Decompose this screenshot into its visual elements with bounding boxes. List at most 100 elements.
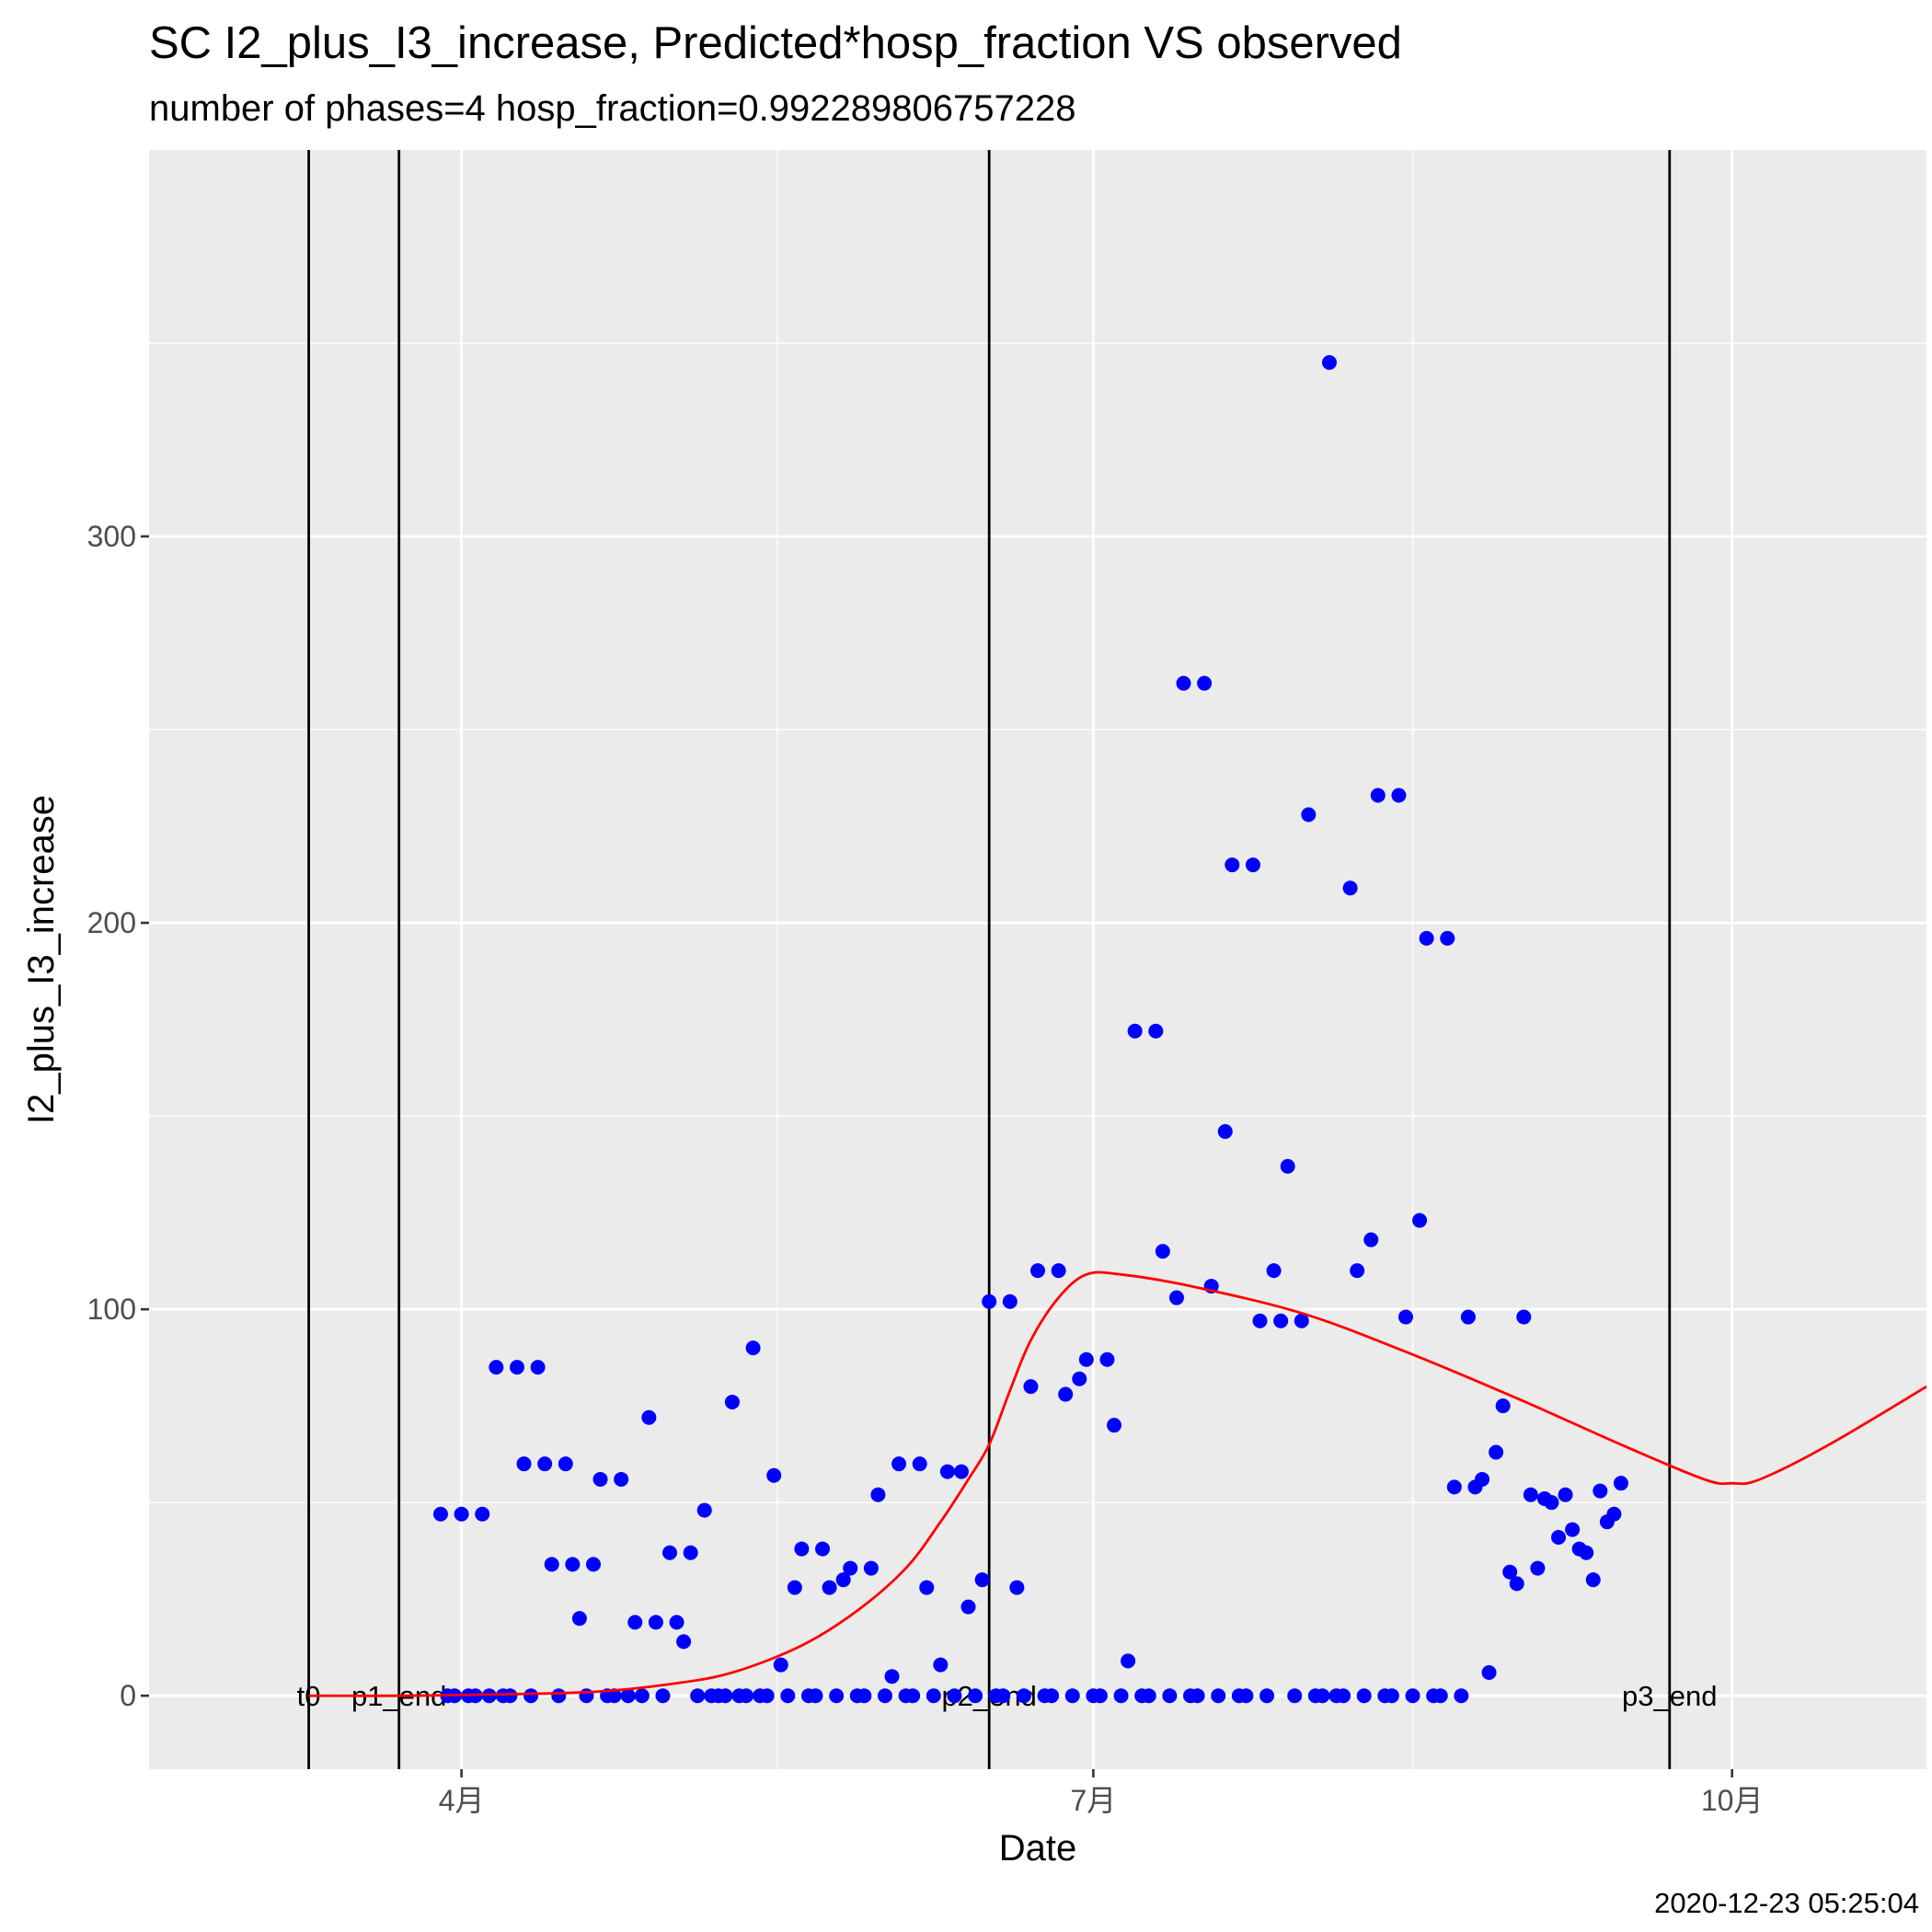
observed-point (982, 1294, 997, 1309)
y-tick-label: 0 (120, 1679, 136, 1712)
y-tick-label: 100 (87, 1293, 136, 1326)
x-tick-label: 10月 (1701, 1784, 1764, 1817)
observed-point (1078, 1351, 1094, 1367)
observed-point (1544, 1495, 1559, 1511)
observed-point (1148, 1023, 1164, 1039)
x-tick-label: 7月 (1070, 1784, 1116, 1817)
observed-point (1217, 1123, 1233, 1139)
observed-point (627, 1615, 643, 1630)
observed-point (1502, 1564, 1518, 1580)
y-axis: 0 100 200 300 (87, 520, 149, 1712)
observed-point (877, 1688, 892, 1704)
observed-point (1225, 857, 1240, 873)
observed-point (502, 1688, 518, 1704)
observed-point (537, 1456, 553, 1472)
observed-point (724, 1394, 740, 1409)
observed-point (571, 1611, 587, 1627)
observed-point (808, 1688, 823, 1704)
observed-point (648, 1615, 663, 1630)
observed-point (745, 1340, 761, 1356)
observed-point (1585, 1572, 1601, 1588)
y-tick-label: 300 (87, 520, 136, 553)
observed-point (1613, 1476, 1628, 1491)
observed-point (676, 1634, 692, 1650)
observed-point (829, 1688, 845, 1704)
observed-point (1141, 1688, 1156, 1704)
observed-point (655, 1688, 671, 1704)
observed-point (1009, 1580, 1025, 1595)
chart-subtitle: number of phases=4 hosp_fraction=0.99228… (149, 88, 1075, 129)
observed-point (1197, 675, 1213, 691)
observed-point (544, 1557, 559, 1572)
observed-point (1273, 1313, 1289, 1328)
observed-point (1044, 1688, 1060, 1704)
observed-point (1287, 1688, 1303, 1704)
observed-point (794, 1541, 810, 1557)
observed-point (912, 1456, 927, 1472)
observed-point (1551, 1529, 1567, 1545)
observed-point (1391, 788, 1407, 803)
observed-point (1440, 930, 1455, 946)
observed-point (551, 1688, 567, 1704)
observed-point (1058, 1386, 1074, 1402)
observed-point (787, 1580, 802, 1595)
observed-point (1516, 1309, 1532, 1325)
observed-point (1530, 1560, 1546, 1576)
observed-point (592, 1471, 608, 1487)
observed-point (1363, 1232, 1379, 1248)
observed-point (947, 1688, 962, 1704)
observed-point (718, 1688, 733, 1704)
observed-point (558, 1456, 573, 1472)
observed-point (960, 1599, 976, 1615)
observed-point (1412, 1213, 1428, 1228)
observed-point (884, 1669, 900, 1685)
observed-point (1481, 1664, 1497, 1680)
observed-point (1301, 807, 1317, 822)
observed-point (586, 1557, 601, 1572)
observed-point (1405, 1688, 1420, 1704)
observed-point (1280, 1158, 1295, 1174)
observed-point (968, 1688, 983, 1704)
observed-point (1558, 1487, 1573, 1502)
observed-point (891, 1456, 907, 1472)
observed-point (565, 1557, 581, 1572)
observed-point (614, 1471, 629, 1487)
observed-point (1495, 1398, 1511, 1414)
x-axis-title: Date (999, 1828, 1077, 1869)
observed-point (1315, 1688, 1330, 1704)
observed-point (1356, 1688, 1372, 1704)
observed-points (432, 355, 1628, 1704)
observed-point (1113, 1688, 1129, 1704)
observed-point (523, 1688, 539, 1704)
observed-point (1127, 1023, 1143, 1039)
observed-point (1419, 930, 1434, 946)
observed-point (822, 1580, 837, 1595)
observed-point (1321, 355, 1337, 371)
observed-point (1016, 1688, 1031, 1704)
y-tick-label: 200 (87, 906, 136, 939)
observed-point (641, 1409, 657, 1425)
observed-point (1162, 1688, 1178, 1704)
observed-point (1023, 1379, 1039, 1395)
observed-point (1002, 1294, 1018, 1309)
observed-point (606, 1688, 622, 1704)
observed-point (1190, 1688, 1205, 1704)
observed-point (475, 1506, 490, 1522)
minor-gridlines (149, 150, 1926, 1769)
observed-point (1509, 1576, 1524, 1592)
observed-point (1593, 1483, 1608, 1499)
observed-point (1245, 857, 1260, 873)
observed-point (1350, 1263, 1365, 1279)
chart-title: SC I2_plus_I3_increase, Predicted*hosp_f… (149, 18, 1402, 68)
observed-point (634, 1688, 650, 1704)
observed-point (1051, 1263, 1066, 1279)
observed-point (995, 1688, 1011, 1704)
timestamp-caption: 2020-12-23 05:25:04 (1654, 1887, 1919, 1919)
observed-point (1294, 1313, 1309, 1328)
observed-point (696, 1502, 712, 1518)
observed-point (1342, 880, 1358, 896)
observed-point (919, 1580, 935, 1595)
observed-point (432, 1506, 448, 1522)
plot-panel (149, 150, 1926, 1769)
observed-point (1454, 1688, 1469, 1704)
